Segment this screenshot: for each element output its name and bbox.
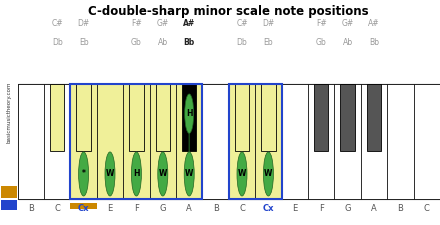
Bar [156,83,170,151]
Bar [70,83,202,200]
Text: F#: F# [131,19,142,28]
Text: A: A [371,204,377,213]
Bar [18,83,44,200]
Bar [1,200,17,210]
Circle shape [264,152,273,196]
Text: C: C [54,204,60,213]
Bar [176,83,202,200]
Text: A#: A# [368,19,380,28]
Text: Bb: Bb [183,38,195,47]
Text: W: W [185,169,194,178]
Bar [18,83,440,200]
Bar [44,83,70,200]
Bar [229,83,282,200]
Bar [261,83,276,151]
Text: C: C [239,204,245,213]
Text: D#: D# [262,19,275,28]
Circle shape [132,152,141,196]
Text: C: C [424,204,430,213]
Bar [341,83,355,151]
Text: basicmusictheory.com: basicmusictheory.com [6,82,11,143]
Text: A: A [186,204,192,213]
Text: *: * [82,169,85,178]
Text: Db: Db [52,38,62,47]
Text: B: B [28,204,34,213]
Text: Db: Db [237,38,247,47]
Text: W: W [238,169,246,178]
Text: G: G [345,204,351,213]
Text: D#: D# [77,19,90,28]
Circle shape [185,94,194,133]
Text: W: W [158,169,167,178]
Text: G#: G# [341,19,354,28]
Bar [387,83,414,200]
Text: Eb: Eb [79,38,88,47]
Text: Cx: Cx [78,204,89,213]
Text: Cx: Cx [263,204,274,213]
Text: G#: G# [157,19,169,28]
Text: C#: C# [236,19,248,28]
Bar [1,186,17,198]
Text: B: B [397,204,403,213]
Text: B: B [213,204,219,213]
Circle shape [237,152,247,196]
Text: W: W [264,169,273,178]
Bar [202,83,229,200]
Bar [361,83,387,200]
Text: G: G [160,204,166,213]
Circle shape [105,152,115,196]
Text: Ab: Ab [158,38,168,47]
Text: E: E [292,204,297,213]
Bar [235,83,249,151]
Circle shape [79,152,88,196]
Bar [229,83,255,200]
Text: C-double-sharp minor scale note positions: C-double-sharp minor scale note position… [88,5,369,18]
Bar [255,83,282,200]
Bar [97,83,123,200]
Text: H: H [186,109,192,118]
Text: A#: A# [183,19,195,28]
Bar [70,203,97,209]
Bar [308,83,334,200]
Bar [282,83,308,200]
Text: E: E [107,204,113,213]
Bar [129,83,144,151]
Bar [367,83,381,151]
Circle shape [184,152,194,196]
Bar [182,83,196,151]
Circle shape [158,152,168,196]
Text: F#: F# [316,19,326,28]
Text: C#: C# [51,19,63,28]
Text: F: F [319,204,324,213]
Text: H: H [133,169,139,178]
Text: W: W [106,169,114,178]
Bar [70,83,97,200]
Text: Eb: Eb [264,38,273,47]
Bar [50,83,65,151]
Text: F: F [134,204,139,213]
Bar [77,83,91,151]
Bar [414,83,440,200]
Text: Gb: Gb [316,38,326,47]
Text: Bb: Bb [369,38,379,47]
Text: Gb: Gb [131,38,142,47]
Bar [314,83,329,151]
Bar [123,83,150,200]
Text: Ab: Ab [342,38,353,47]
Bar [334,83,361,200]
Bar [150,83,176,200]
